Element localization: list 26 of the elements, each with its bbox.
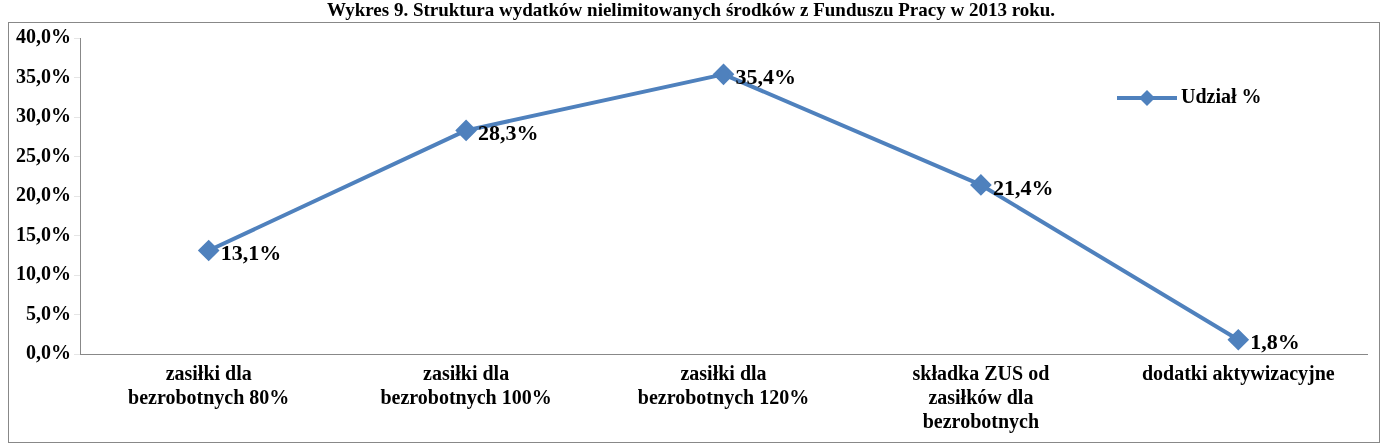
y-tick-label: 20,0% bbox=[16, 183, 71, 206]
x-tick-label: składka ZUS od zasiłków dla bezrobotnych bbox=[912, 362, 1050, 434]
point bbox=[456, 120, 477, 141]
y-tick-label: 40,0% bbox=[16, 25, 71, 48]
y-tick-label: 25,0% bbox=[16, 143, 71, 166]
point bbox=[1228, 329, 1249, 350]
point bbox=[198, 240, 219, 261]
y-tick-label: 30,0% bbox=[16, 104, 71, 127]
x-tick-label: zasiłki dla bezrobotnych 120% bbox=[637, 362, 810, 410]
y-tick-label: 5,0% bbox=[26, 301, 71, 324]
x-tick-label: zasiłki dla bezrobotnych 80% bbox=[128, 362, 290, 410]
point bbox=[970, 174, 991, 195]
y-tick-label: 10,0% bbox=[16, 262, 71, 285]
point bbox=[713, 64, 734, 85]
data-label: 13,1% bbox=[220, 240, 282, 266]
data-label: 35,4% bbox=[735, 64, 796, 90]
data-label: 28,3% bbox=[478, 120, 539, 146]
y-tick-label: 35,0% bbox=[16, 64, 71, 87]
data-label: 21,4% bbox=[992, 174, 1054, 200]
y-tick-label: 15,0% bbox=[16, 222, 71, 245]
y-tick-label: 0,0% bbox=[26, 341, 71, 364]
data-label: 1,8% bbox=[1250, 329, 1300, 355]
x-tick-label: zasiłki dla bezrobotnych 100% bbox=[380, 362, 552, 410]
x-tick-label: dodatki aktywizacyjne bbox=[1141, 362, 1335, 386]
chart-title: Wykres 9. Struktura wydatków nielimitowanych środków z Funduszu Pracy w 2013 roku. bbox=[325, 0, 1057, 20]
legend-label: Udział % bbox=[1181, 85, 1262, 108]
